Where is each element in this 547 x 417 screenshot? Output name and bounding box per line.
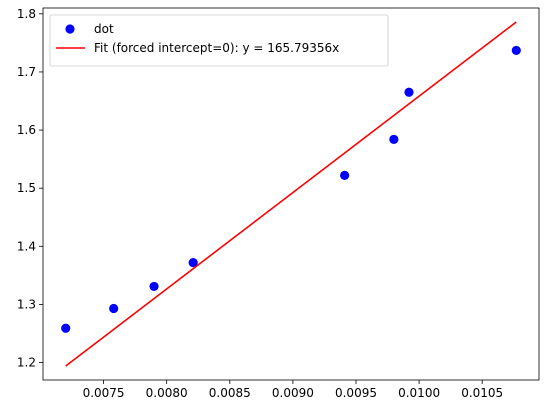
scatter-point <box>188 257 198 268</box>
fit-line <box>65 21 517 367</box>
y-tick-label: 1.3 <box>17 297 36 311</box>
legend-label-dot: dot <box>94 22 114 36</box>
legend-label-fit: Fit (forced intercept=0): y = 165.79356x <box>94 41 339 55</box>
x-tick-label: 0.0075 <box>83 386 125 400</box>
scatter-point <box>404 87 414 97</box>
y-tick-label: 1.7 <box>17 65 36 79</box>
plot-area <box>61 21 521 367</box>
y-axis: 1.2 1.3 1.4 1.5 1.6 1.7 1.8 <box>17 7 43 370</box>
scatter-point <box>109 303 119 314</box>
y-tick-label: 1.5 <box>17 181 36 195</box>
plot-frame <box>42 7 540 381</box>
x-tick-label: 0.0085 <box>209 386 251 400</box>
legend: dot Fit (forced intercept=0): y = 165.79… <box>49 14 389 67</box>
scatter-point <box>149 281 159 292</box>
scatter-point <box>61 323 71 333</box>
y-tick-label: 1.4 <box>17 239 36 253</box>
scatter-point <box>389 134 399 144</box>
y-tick-label: 1.2 <box>17 356 36 370</box>
scatter-point <box>340 170 350 180</box>
legend-box <box>49 14 389 67</box>
x-tick-label: 0.0090 <box>272 386 314 400</box>
y-tick-label: 1.8 <box>17 7 36 21</box>
x-axis: 0.0075 0.0080 0.0085 0.0090 0.0095 0.0100 0.01… <box>83 380 503 400</box>
y-tick-label: 1.6 <box>17 123 36 137</box>
x-tick-label: 0.0105 <box>461 386 503 400</box>
x-tick-label: 0.0100 <box>398 386 440 400</box>
legend-marker-dot <box>65 24 75 34</box>
x-tick-label: 0.0080 <box>146 386 188 400</box>
x-tick-label: 0.0095 <box>335 386 377 400</box>
scatter-point <box>511 45 521 56</box>
